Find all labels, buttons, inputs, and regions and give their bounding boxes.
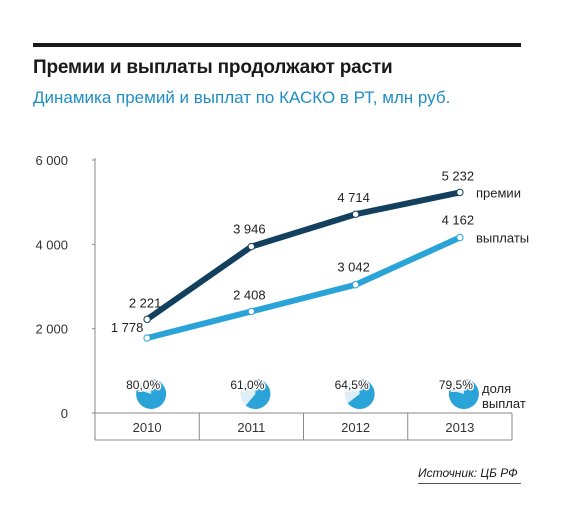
premiums-point — [247, 242, 256, 251]
x-tick-label: 2013 — [445, 420, 474, 435]
payout-share-name-line1: доля — [482, 381, 511, 396]
premiums-data-label: 5 232 — [442, 168, 475, 183]
top-rule — [33, 43, 521, 47]
payouts-point — [247, 307, 256, 316]
y-tick-label: 2 000 — [35, 322, 68, 337]
payouts-data-label: 4 162 — [442, 213, 475, 228]
y-tick-label: 4 000 — [35, 237, 68, 252]
payout-share-label: 64,5% — [335, 378, 369, 392]
payout-share-label: 61,0% — [230, 378, 264, 392]
payouts-point — [351, 281, 360, 289]
page-title: Премии и выплаты продолжают расти — [33, 57, 393, 78]
premiums-point — [351, 210, 360, 218]
premiums-data-label: 2 221 — [129, 295, 162, 310]
y-tick-label: 0 — [61, 406, 68, 421]
payout-share-pie — [245, 379, 271, 409]
y-tick-label: 6 000 — [35, 153, 68, 168]
source-underline — [418, 483, 521, 484]
premiums-data-label: 4 714 — [337, 190, 370, 205]
payouts-data-label: 1 778 — [111, 320, 144, 335]
payout-share-pie — [347, 379, 375, 409]
x-tick-label: 2012 — [341, 420, 370, 435]
payouts-series-label: выплаты — [476, 231, 529, 246]
chart-subtitle: Динамика премий и выплат по КАСКО в РТ, … — [33, 88, 451, 107]
payouts-data-label: 3 042 — [337, 260, 370, 275]
premiums-series-label: премии — [476, 185, 521, 200]
premiums-line — [144, 189, 463, 323]
x-tick-label: 2010 — [133, 420, 162, 435]
payouts-data-label: 2 408 — [233, 287, 266, 302]
payouts-line — [144, 234, 463, 342]
payout-share-name-line2: выплат — [482, 396, 526, 411]
premiums-point — [143, 315, 151, 324]
payout-share-pie — [136, 379, 167, 409]
payout-share-label: 80,0% — [126, 378, 160, 392]
source-note: Источник: ЦБ РФ — [418, 466, 518, 480]
payouts-point — [456, 233, 464, 242]
x-tick-label: 2011 — [237, 420, 265, 435]
premiums-data-label: 3 946 — [233, 222, 266, 237]
premiums-point — [456, 188, 464, 197]
payout-share-label: 79,5% — [439, 378, 473, 392]
payout-share-pie — [448, 379, 479, 409]
payouts-point — [143, 334, 151, 342]
